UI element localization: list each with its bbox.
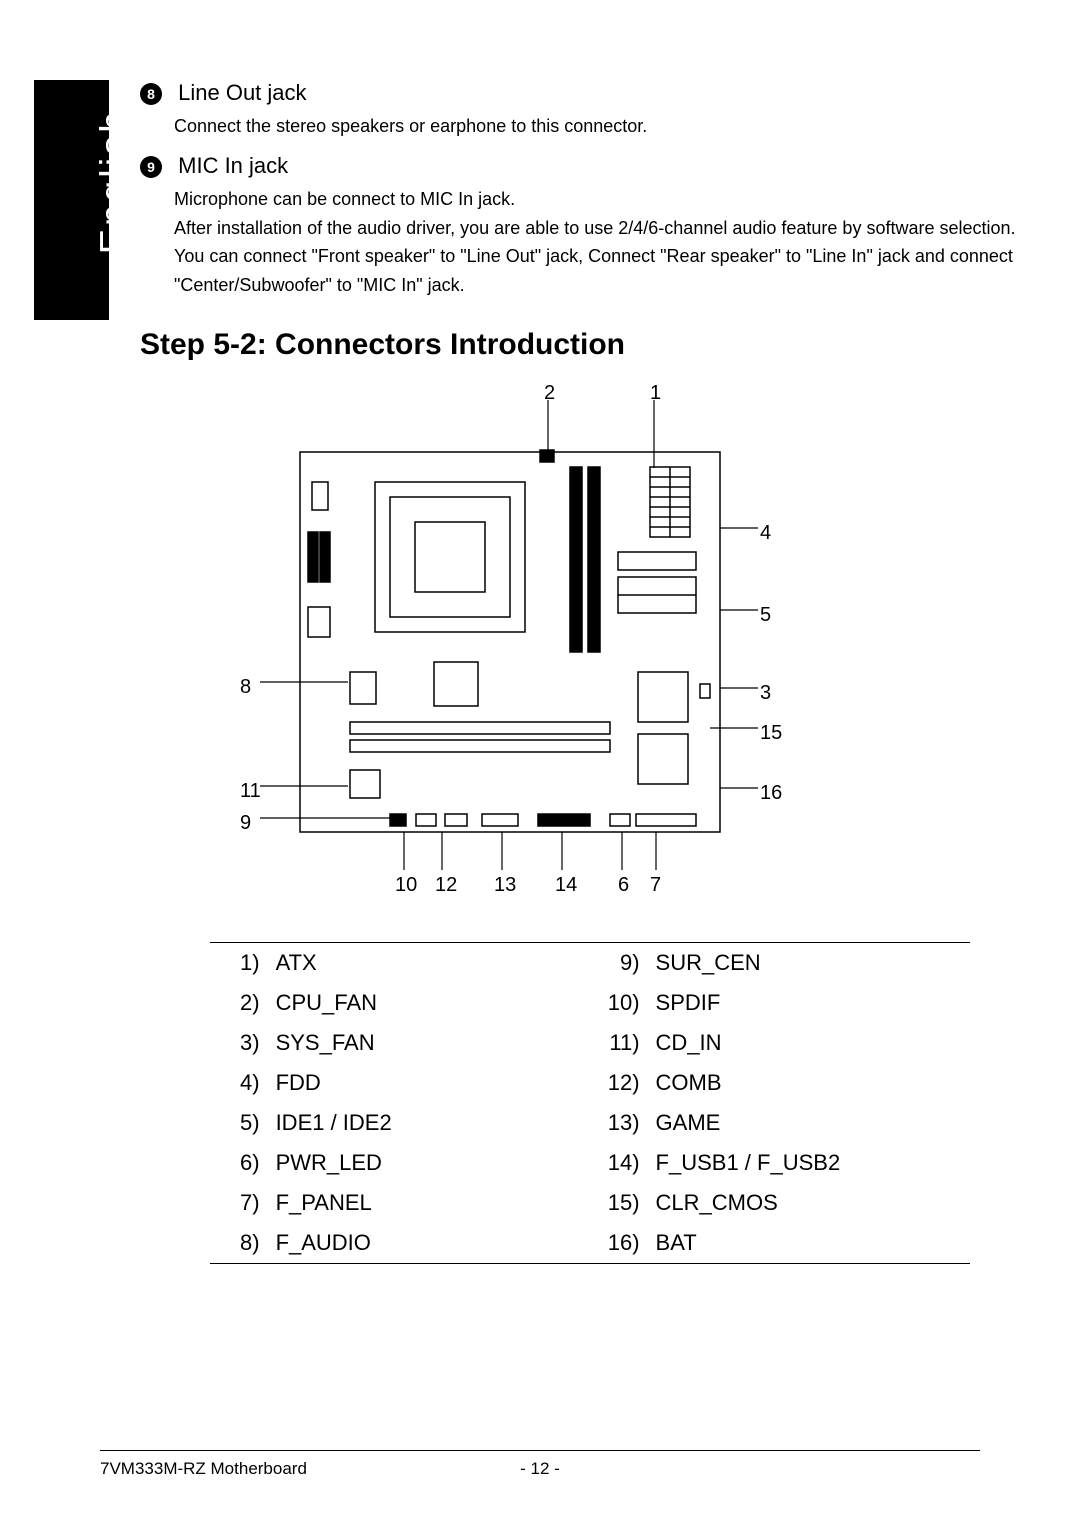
- diagram-callout: 14: [555, 874, 577, 897]
- connector-number: 9): [590, 942, 648, 983]
- desc-line: You can connect "Front speaker" to "Line…: [174, 242, 1020, 300]
- jack-title-text: MIC In jack: [178, 153, 288, 178]
- table-row: 7)F_PANEL15)CLR_CMOS: [210, 1183, 970, 1223]
- diagram-callout: 1: [650, 382, 661, 405]
- connector-number: 1): [210, 942, 268, 983]
- diagram-callout: 11: [240, 780, 261, 803]
- jack-title: 9 MIC In jack: [140, 153, 1020, 179]
- connector-number: 10): [590, 983, 648, 1023]
- table-row: 3)SYS_FAN11)CD_IN: [210, 1023, 970, 1063]
- connector-number: 2): [210, 983, 268, 1023]
- jack-title-text: Line Out jack: [178, 80, 306, 105]
- connector-name: BAT: [648, 1223, 970, 1264]
- connector-name: F_USB1 / F_USB2: [648, 1143, 970, 1183]
- footer-page-number: - 12 -: [520, 1459, 560, 1479]
- circled-number-icon: 8: [140, 83, 162, 105]
- connector-number: 14): [590, 1143, 648, 1183]
- diagram-callout: 2: [544, 382, 555, 405]
- circled-number-icon: 9: [140, 156, 162, 178]
- jack-title: 8 Line Out jack: [140, 80, 1020, 106]
- connector-number: 3): [210, 1023, 268, 1063]
- footer-product: 7VM333M-RZ Motherboard: [100, 1459, 307, 1478]
- diagram-callout: 16: [760, 782, 782, 805]
- connector-name: IDE1 / IDE2: [268, 1103, 590, 1143]
- connector-name: F_PANEL: [268, 1183, 590, 1223]
- jack-section-8: 8 Line Out jack Connect the stereo speak…: [140, 80, 1020, 141]
- diagram-callout: 13: [494, 874, 516, 897]
- diagram-callout: 3: [760, 682, 771, 705]
- table-row: 4)FDD12)COMB: [210, 1063, 970, 1103]
- diagram-callout: 10: [395, 874, 417, 897]
- jack-section-9: 9 MIC In jack Microphone can be connect …: [140, 153, 1020, 300]
- diagram-callout: 5: [760, 604, 771, 627]
- connector-number: 15): [590, 1183, 648, 1223]
- diagram-callout: 15: [760, 722, 782, 745]
- diagram-callout: 8: [240, 676, 251, 699]
- connector-number: 13): [590, 1103, 648, 1143]
- section-heading: Step 5-2: Connectors Introduction: [140, 328, 1020, 362]
- jack-desc: Microphone can be connect to MIC In jack…: [174, 185, 1020, 300]
- page-content: 8 Line Out jack Connect the stereo speak…: [140, 80, 1020, 1264]
- connector-number: 11): [590, 1023, 648, 1063]
- connector-name: F_AUDIO: [268, 1223, 590, 1264]
- table-row: 1)ATX9)SUR_CEN: [210, 942, 970, 983]
- diagram-callout: 4: [760, 522, 771, 545]
- table-row: 8)F_AUDIO16)BAT: [210, 1223, 970, 1264]
- table-row: 6)PWR_LED14)F_USB1 / F_USB2: [210, 1143, 970, 1183]
- table-row: 5)IDE1 / IDE213)GAME: [210, 1103, 970, 1143]
- connector-name: FDD: [268, 1063, 590, 1103]
- connector-name: SYS_FAN: [268, 1023, 590, 1063]
- connector-number: 5): [210, 1103, 268, 1143]
- connector-name: PWR_LED: [268, 1143, 590, 1183]
- diagram-callout: 6: [618, 874, 629, 897]
- connector-name: ATX: [268, 942, 590, 983]
- connector-number: 6): [210, 1143, 268, 1183]
- connector-number: 16): [590, 1223, 648, 1264]
- motherboard-svg: [220, 382, 800, 922]
- connector-name: COMB: [648, 1063, 970, 1103]
- table-row: 2)CPU_FAN10)SPDIF: [210, 983, 970, 1023]
- connector-number: 4): [210, 1063, 268, 1103]
- jack-desc: Connect the stereo speakers or earphone …: [174, 112, 1020, 141]
- diagram-callout: 9: [240, 812, 251, 835]
- diagram-callout: 12: [435, 874, 457, 897]
- connector-name: SPDIF: [648, 983, 970, 1023]
- desc-line: Microphone can be connect to MIC In jack…: [174, 185, 1020, 214]
- connector-name: CPU_FAN: [268, 983, 590, 1023]
- connector-number: 12): [590, 1063, 648, 1103]
- desc-line: After installation of the audio driver, …: [174, 214, 1020, 243]
- diagram-callout: 7: [650, 874, 661, 897]
- connector-table: 1)ATX9)SUR_CEN2)CPU_FAN10)SPDIF3)SYS_FAN…: [210, 942, 970, 1264]
- connector-number: 7): [210, 1183, 268, 1223]
- language-label: English: [93, 109, 136, 255]
- connector-name: CD_IN: [648, 1023, 970, 1063]
- page-footer: 7VM333M-RZ Motherboard - 12 -: [100, 1450, 980, 1479]
- connector-name: SUR_CEN: [648, 942, 970, 983]
- motherboard-diagram: 21453151681191012131467: [220, 382, 1000, 922]
- connector-number: 8): [210, 1223, 268, 1264]
- connector-name: CLR_CMOS: [648, 1183, 970, 1223]
- connector-name: GAME: [648, 1103, 970, 1143]
